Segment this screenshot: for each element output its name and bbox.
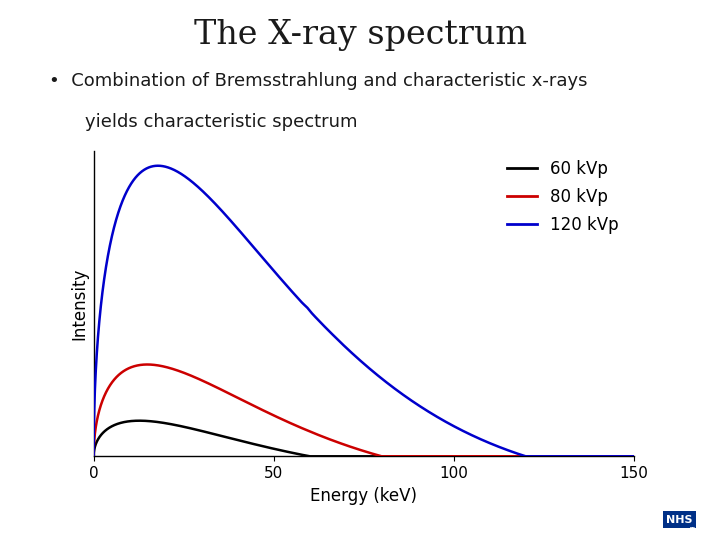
Text: Hull and East Yorkshire Hospitals: Hull and East Yorkshire Hospitals [490, 512, 685, 523]
Text: Trust: Trust [690, 528, 708, 536]
Text: yields characteristic spectrum: yields characteristic spectrum [85, 113, 358, 131]
Text: NHS: NHS [666, 515, 693, 525]
Legend: 60 kVp, 80 kVp, 120 kVp: 60 kVp, 80 kVp, 120 kVp [500, 153, 625, 241]
Text: The X-ray spectrum: The X-ray spectrum [194, 19, 526, 51]
Text: •  Combination of Bremsstrahlung and characteristic x-rays: • Combination of Bremsstrahlung and char… [49, 72, 588, 90]
Y-axis label: Intensity: Intensity [70, 267, 88, 340]
X-axis label: Energy (keV): Energy (keV) [310, 487, 417, 504]
